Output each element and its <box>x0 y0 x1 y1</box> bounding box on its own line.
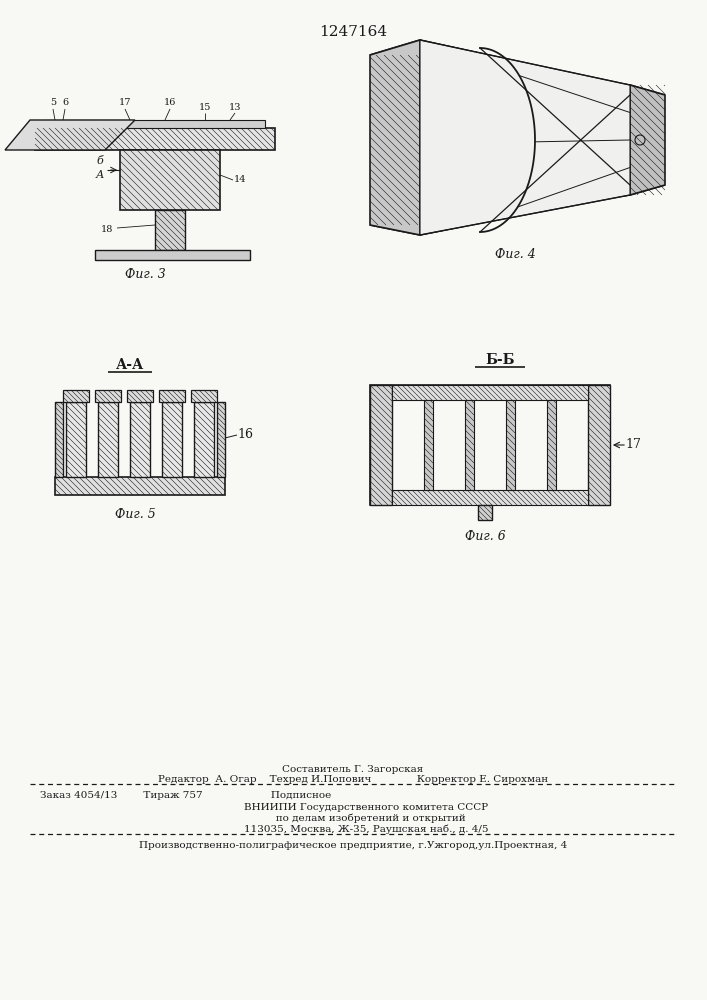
Text: Редактор  А. Огар    Техред И.Попович              Корректор Е. Сирохман: Редактор А. Огар Техред И.Попович Коррек… <box>158 776 548 784</box>
Text: Составитель Г. Загорская: Составитель Г. Загорская <box>282 766 423 774</box>
Bar <box>588 385 610 505</box>
Bar <box>155 210 185 250</box>
Text: 13: 13 <box>229 103 241 112</box>
Text: 16: 16 <box>237 428 253 442</box>
Bar <box>63 390 89 402</box>
Bar <box>45 120 265 128</box>
Bar <box>506 400 515 490</box>
Bar <box>130 402 150 477</box>
Text: 5: 5 <box>50 98 56 107</box>
Text: 16: 16 <box>164 98 176 107</box>
Text: Фиг. 6: Фиг. 6 <box>464 530 506 544</box>
Text: А: А <box>96 170 104 180</box>
Text: б: б <box>97 156 103 166</box>
Text: 6: 6 <box>62 98 68 107</box>
Bar <box>392 385 588 400</box>
Text: Фиг. 4: Фиг. 4 <box>495 248 535 261</box>
Bar <box>478 505 492 520</box>
Polygon shape <box>370 40 420 235</box>
Text: 14: 14 <box>234 175 246 184</box>
Text: 17: 17 <box>625 438 641 452</box>
Bar <box>159 390 185 402</box>
Polygon shape <box>630 85 665 195</box>
Bar <box>547 400 556 490</box>
Text: 15: 15 <box>199 103 211 112</box>
Polygon shape <box>5 120 135 150</box>
Bar <box>392 490 588 505</box>
Bar <box>95 390 121 402</box>
Bar <box>217 402 225 477</box>
Bar <box>191 390 217 402</box>
Polygon shape <box>370 40 665 95</box>
Text: Производственно-полиграфическое предприятие, г.Ужгород,ул.Проектная, 4: Производственно-полиграфическое предприя… <box>139 840 567 850</box>
Polygon shape <box>420 40 630 235</box>
Text: Б-Б: Б-Б <box>485 353 515 367</box>
Bar <box>127 390 153 402</box>
Text: Фиг. 3: Фиг. 3 <box>124 268 165 282</box>
Text: 18: 18 <box>101 225 113 234</box>
Polygon shape <box>370 185 665 235</box>
Bar <box>55 477 225 495</box>
Text: ВНИИПИ Государственного комитета СССР: ВНИИПИ Государственного комитета СССР <box>218 802 488 812</box>
Bar <box>55 402 63 477</box>
Text: 1247164: 1247164 <box>319 25 387 39</box>
Text: 113035, Москва, Ж-35, Раушская наб., д. 4/5: 113035, Москва, Ж-35, Раушская наб., д. … <box>218 824 489 834</box>
Bar <box>98 402 118 477</box>
Bar <box>194 402 214 477</box>
Bar <box>424 400 433 490</box>
Bar <box>66 402 86 477</box>
Text: Фиг. 5: Фиг. 5 <box>115 508 156 522</box>
Bar <box>465 400 474 490</box>
Text: 17: 17 <box>119 98 132 107</box>
Text: А-А: А-А <box>116 358 144 372</box>
Bar <box>95 250 250 260</box>
Bar <box>370 385 610 505</box>
Text: Заказ 4054/13        Тираж 757                     Подписное: Заказ 4054/13 Тираж 757 Подписное <box>40 790 332 800</box>
Text: по делам изобретений и открытий: по делам изобретений и открытий <box>240 813 466 823</box>
Bar <box>162 402 182 477</box>
Bar <box>370 385 392 505</box>
Bar <box>35 128 275 150</box>
Bar <box>120 150 220 210</box>
